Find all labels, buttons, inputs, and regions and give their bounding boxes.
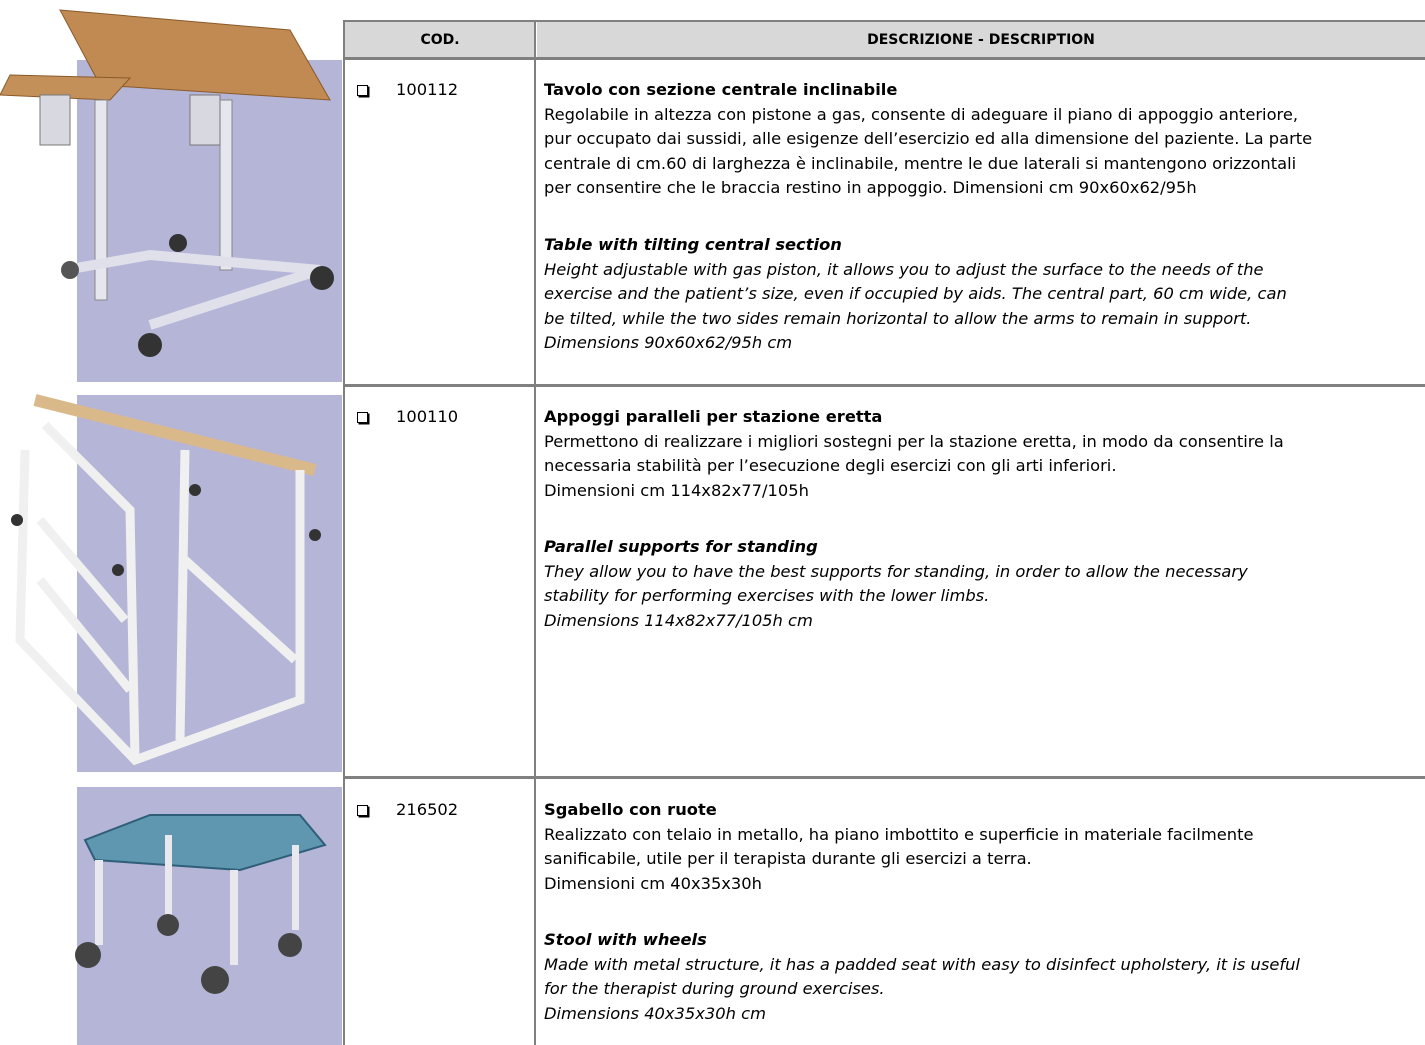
table-image [0, 9, 334, 357]
description-it: Sgabello con ruote Realizzato con telaio … [544, 798, 1253, 896]
description-en: Table with tilting central section Height… [544, 233, 1287, 356]
text-line: per consentire che le braccia restino in… [544, 178, 1197, 197]
text-line: Dimensions 114x82x77/105h cm [544, 610, 813, 630]
text-line: Height adjustable with gas piston, it al… [544, 259, 1264, 279]
text-line: necessaria stabilità per l’esecuzione de… [544, 456, 1117, 475]
parallel-bars-image [11, 394, 321, 766]
header-code: COD. [345, 22, 535, 58]
description-en: Parallel supports for standing They allow… [544, 535, 1248, 633]
description-en: Stool with wheels Made with metal structu… [544, 928, 1300, 1026]
text-line: Dimensioni cm 40x35x30h [544, 873, 762, 893]
text-line: They allow you to have the best supports… [544, 561, 1248, 581]
text-line: pur occupato dai sussidi, alle esigenze … [544, 129, 1313, 148]
text-line: Dimensions 40x35x30h cm [544, 1003, 766, 1023]
border [343, 57, 1425, 60]
stool-image [75, 814, 327, 994]
border [343, 20, 1425, 22]
product-code: 216502 [396, 800, 459, 819]
border [534, 22, 536, 1045]
text-line: exercise and the patient’s size, even if… [544, 284, 1287, 303]
title-en: Stool with wheels [544, 930, 707, 949]
text-line: Permettono di realizzare i migliori sost… [544, 431, 1284, 451]
text-line: stability for performing exercises with … [544, 586, 990, 605]
product-code: 100110 [396, 407, 459, 426]
border [343, 22, 345, 1045]
text-line: centrale di cm.60 di larghezza è inclina… [544, 153, 1297, 173]
checkbox [357, 412, 368, 423]
text-line: for the therapist during ground exercise… [544, 979, 885, 998]
text-line: Realizzato con telaio in metallo, ha pia… [544, 824, 1254, 844]
border [343, 384, 1425, 387]
title-it: Sgabello con ruote [544, 800, 717, 819]
description-it: Tavolo con sezione centrale inclinabile R… [544, 78, 1312, 201]
title-it: Tavolo con sezione centrale inclinabile [544, 80, 898, 99]
header-description: DESCRIZIONE - DESCRIPTION [537, 22, 1425, 58]
title-en: Parallel supports for standing [544, 537, 818, 556]
text-line: Dimensions 90x60x62/95h cm [544, 333, 793, 352]
checkbox [357, 805, 368, 816]
product-images [0, 9, 342, 1045]
text-line: be tilted, while the two sides remain ho… [544, 308, 1252, 328]
text-line: Regolabile in altezza con pistone a gas,… [544, 104, 1299, 124]
checkbox [357, 85, 368, 96]
text-line: sanificabile, utile per il terapista dur… [544, 849, 1032, 868]
text-line: Dimensioni cm 114x82x77/105h [544, 480, 809, 500]
border [343, 776, 1425, 779]
product-code: 100112 [396, 80, 459, 99]
title-it: Appoggi paralleli per stazione eretta [544, 407, 883, 426]
text-line: Made with metal structure, it has a padd… [544, 954, 1300, 974]
title-en: Table with tilting central section [544, 235, 842, 254]
description-it: Appoggi paralleli per stazione eretta Per… [544, 405, 1284, 503]
